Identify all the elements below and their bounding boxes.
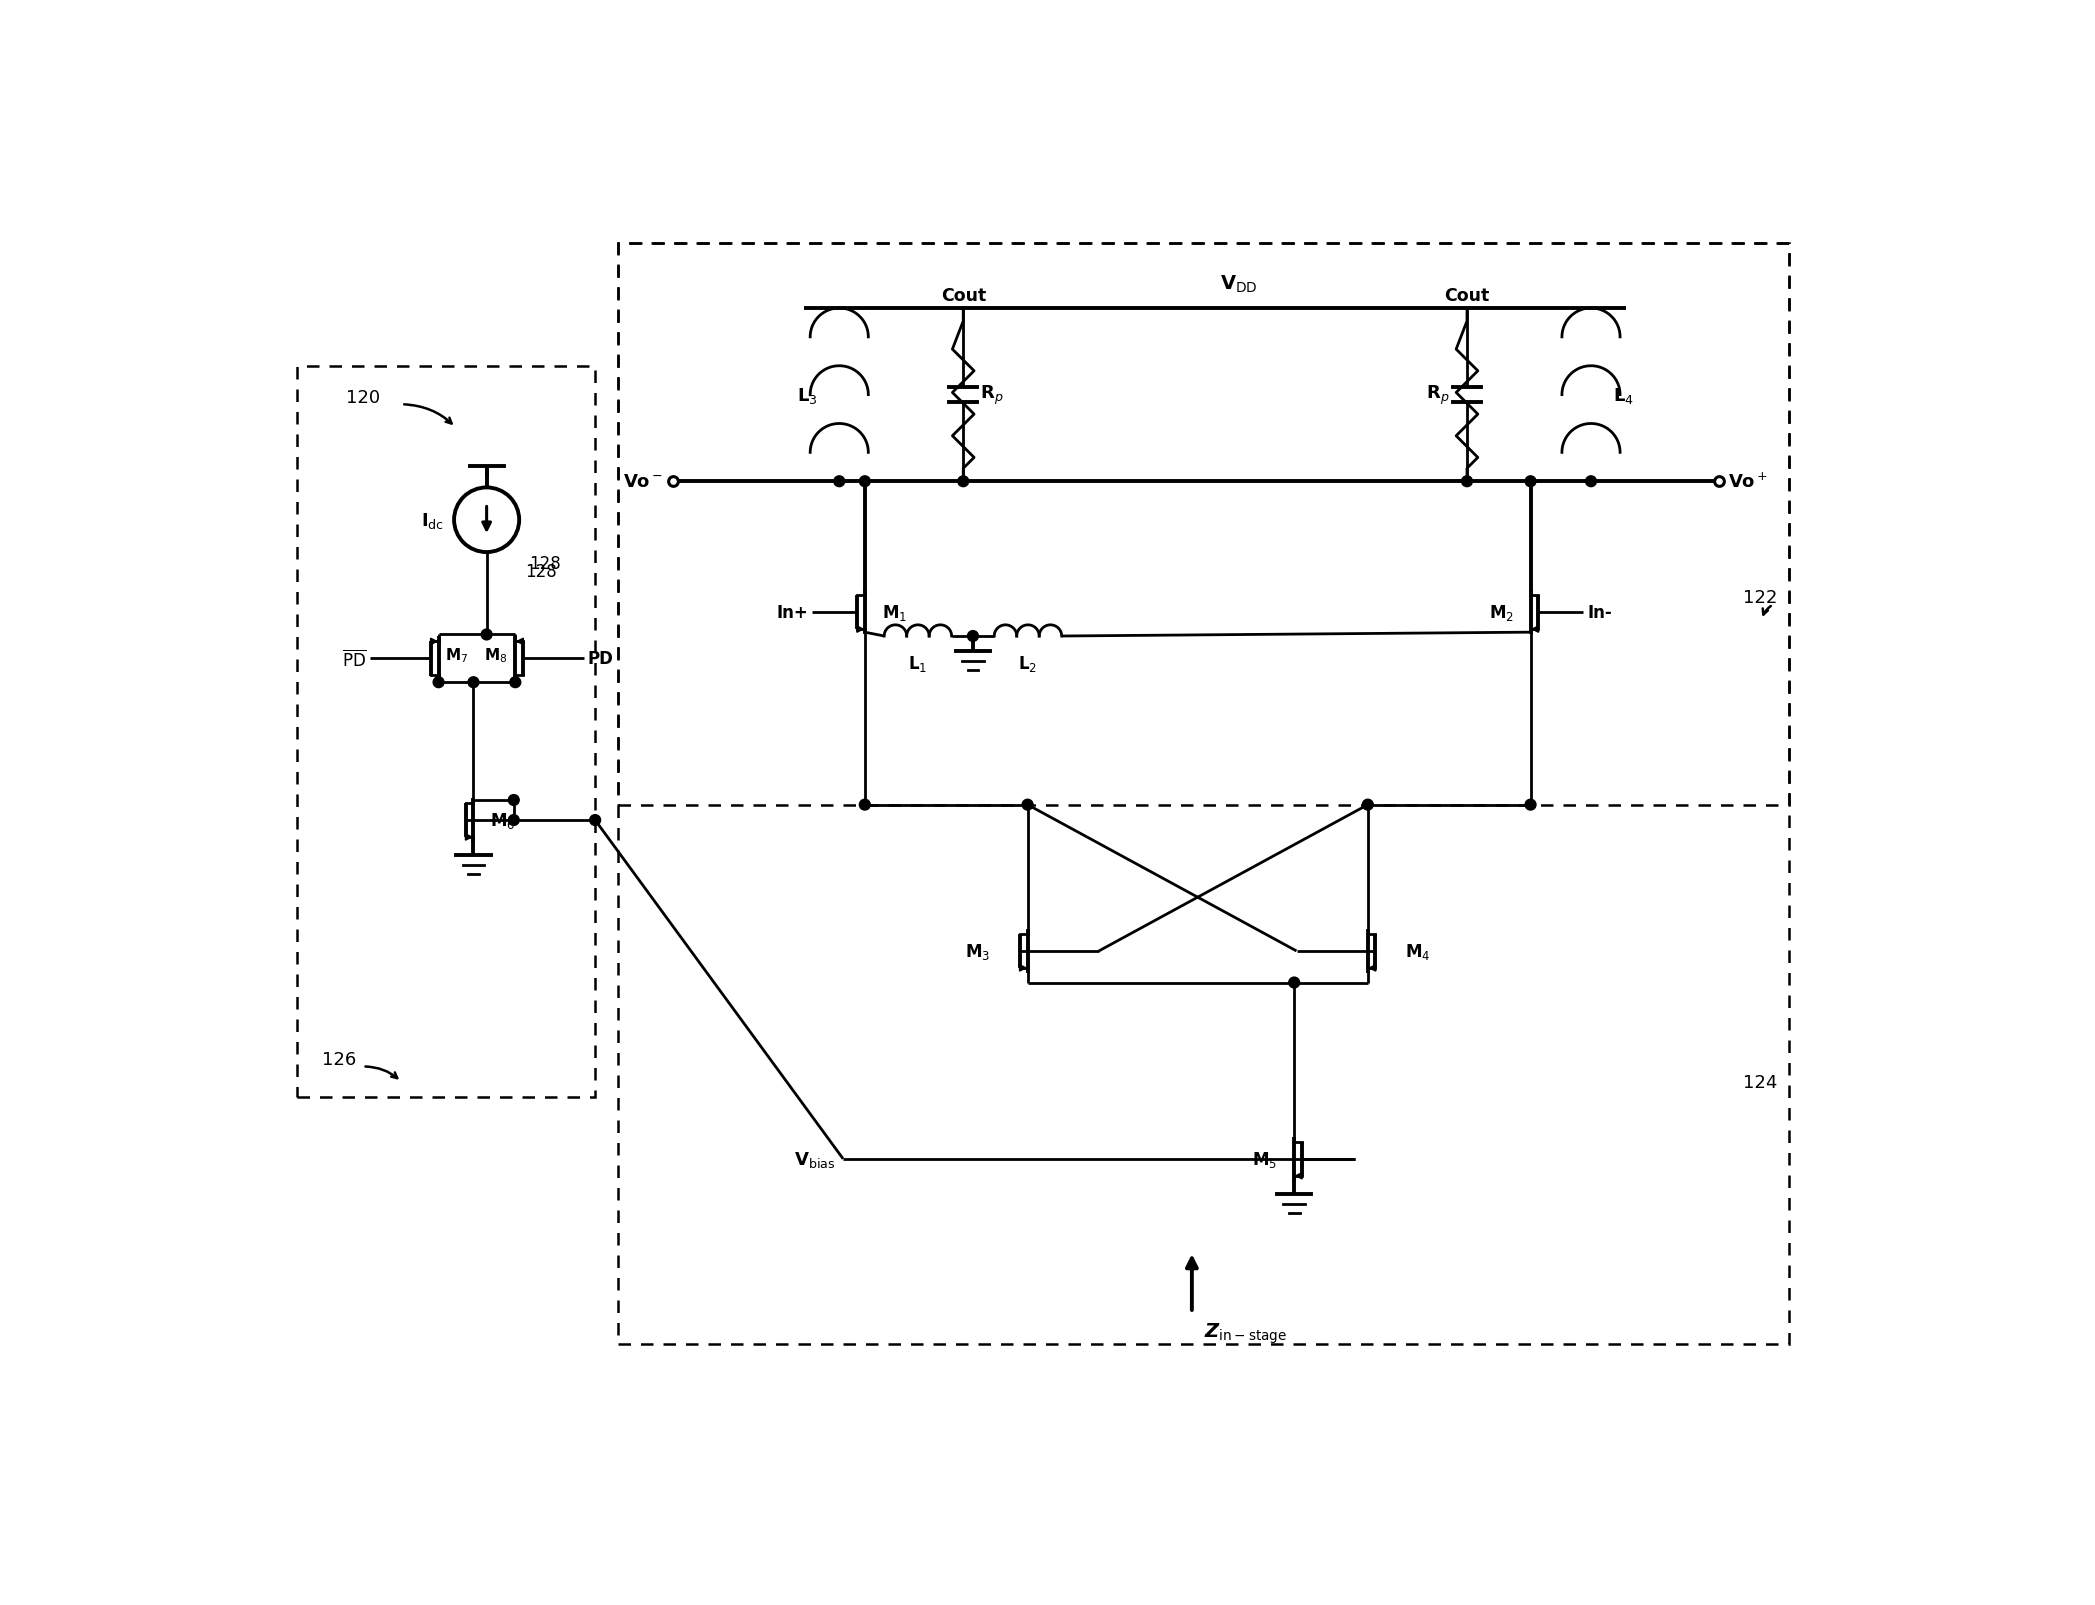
- Text: M$_6$: M$_6$: [490, 811, 515, 830]
- Circle shape: [859, 799, 869, 811]
- Circle shape: [1525, 799, 1536, 811]
- Text: 128: 128: [530, 555, 561, 573]
- Circle shape: [509, 677, 522, 689]
- Circle shape: [467, 677, 480, 689]
- Circle shape: [1288, 977, 1299, 989]
- Circle shape: [859, 477, 869, 488]
- Circle shape: [509, 815, 520, 827]
- Text: V$_{\rm bias}$: V$_{\rm bias}$: [794, 1149, 836, 1168]
- Circle shape: [834, 477, 844, 488]
- Text: V$_{\rm DD}$: V$_{\rm DD}$: [1219, 274, 1257, 295]
- Text: PD: PD: [587, 650, 614, 668]
- Text: 124: 124: [1743, 1074, 1777, 1091]
- Text: M$_3$: M$_3$: [966, 942, 991, 961]
- Bar: [618, 244, 1789, 1343]
- Circle shape: [482, 629, 492, 640]
- Bar: [297, 366, 595, 1098]
- Circle shape: [589, 815, 601, 827]
- Text: Cout: Cout: [941, 287, 987, 305]
- Circle shape: [957, 477, 968, 488]
- Bar: [618, 244, 1789, 806]
- Circle shape: [434, 677, 444, 689]
- Text: M$_2$: M$_2$: [1490, 603, 1513, 623]
- Text: Cout: Cout: [1443, 287, 1490, 305]
- Circle shape: [1462, 477, 1473, 488]
- Text: L$_4$: L$_4$: [1613, 385, 1634, 406]
- Text: L$_1$: L$_1$: [909, 653, 928, 674]
- Text: M$_7$: M$_7$: [444, 645, 467, 664]
- Text: I$_{\rm dc}$: I$_{\rm dc}$: [421, 510, 444, 530]
- Text: 122: 122: [1743, 589, 1777, 607]
- Text: Vo$^+$: Vo$^+$: [1728, 472, 1768, 491]
- Text: M$_5$: M$_5$: [1253, 1149, 1278, 1168]
- Text: L$_2$: L$_2$: [1018, 653, 1037, 674]
- Text: $\overline{\rm PD}$: $\overline{\rm PD}$: [341, 648, 367, 669]
- Text: M$_4$: M$_4$: [1406, 942, 1431, 961]
- Text: 126: 126: [323, 1050, 356, 1067]
- Circle shape: [1586, 477, 1596, 488]
- Circle shape: [1362, 799, 1372, 811]
- Text: Z$_{\rm in-stage}$: Z$_{\rm in-stage}$: [1203, 1321, 1286, 1345]
- Text: L$_3$: L$_3$: [796, 385, 817, 406]
- Text: M$_1$: M$_1$: [882, 603, 907, 623]
- Text: 128: 128: [526, 563, 557, 581]
- Text: R$_p$: R$_p$: [980, 384, 1004, 408]
- Text: 120: 120: [346, 388, 379, 406]
- Circle shape: [509, 794, 520, 806]
- Text: R$_p$: R$_p$: [1427, 384, 1450, 408]
- Text: In+: In+: [777, 603, 809, 621]
- Text: In-: In-: [1588, 603, 1611, 621]
- Circle shape: [1022, 799, 1033, 811]
- Text: Vo$^-$: Vo$^-$: [622, 473, 664, 491]
- Circle shape: [968, 631, 978, 642]
- Circle shape: [1525, 477, 1536, 488]
- Text: M$_8$: M$_8$: [484, 645, 507, 664]
